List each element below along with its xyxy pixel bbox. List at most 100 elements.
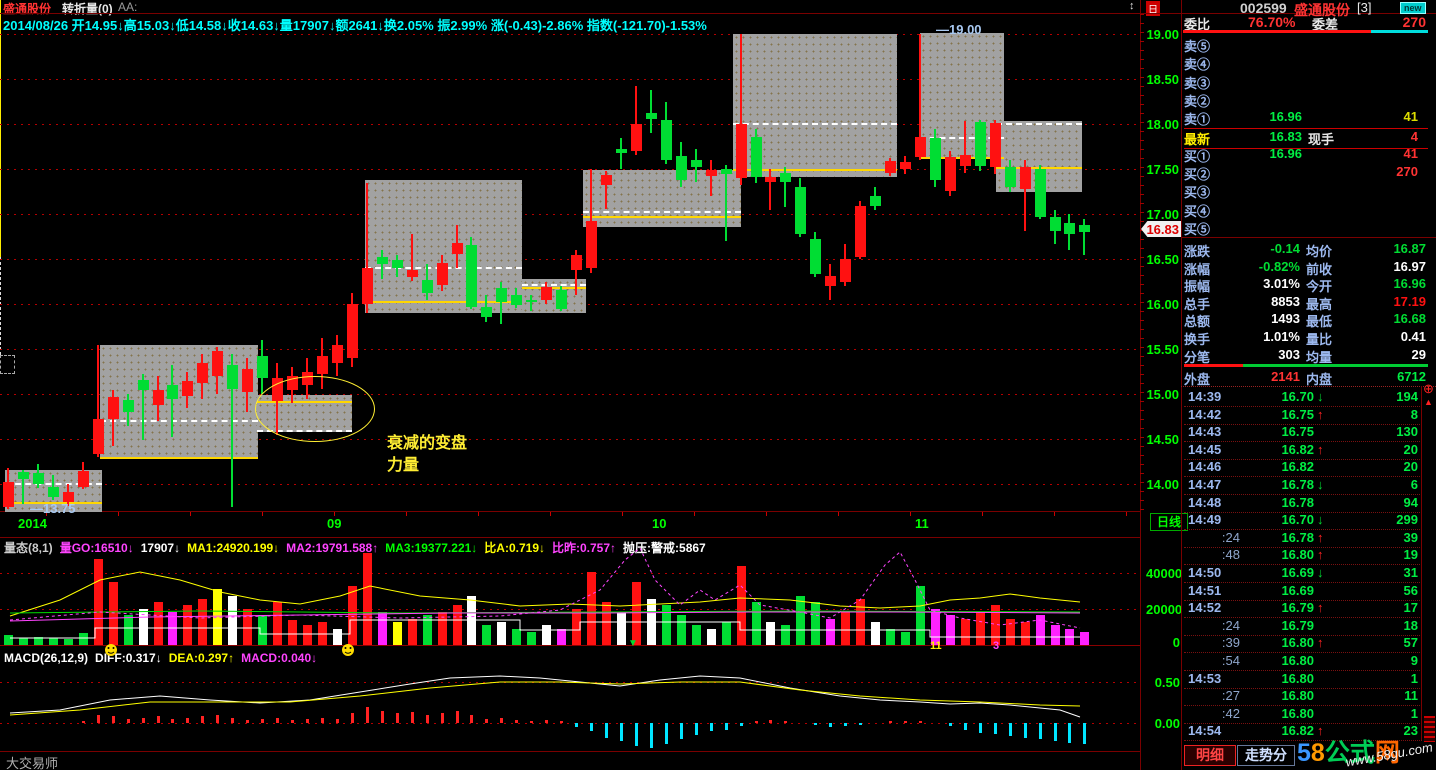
volume-bar xyxy=(512,628,522,645)
volume-bar xyxy=(661,605,671,645)
tick-row[interactable]: 14:43 16.75 130 xyxy=(1184,424,1422,443)
tick-price: 16.78 xyxy=(1281,529,1314,545)
x-axis-tick xyxy=(334,512,335,516)
macd-histogram-bar xyxy=(829,723,833,728)
macd-histogram-bar xyxy=(769,719,773,723)
macd-histogram-bar xyxy=(889,721,893,723)
volume-bar xyxy=(841,612,851,645)
macd-histogram-bar xyxy=(560,721,564,723)
candle-wick xyxy=(96,345,99,457)
tick-row[interactable]: 14:54 16.82 ↑ 23 xyxy=(1184,723,1422,742)
tick-row[interactable]: 14:49 16.70 ↓ 299 xyxy=(1184,512,1422,531)
x-axis: 2014 09 10 11 xyxy=(0,512,1140,537)
tick-price: 16.80 xyxy=(1281,670,1314,686)
macd-histogram-bar xyxy=(605,723,608,738)
macd-scale-label: 0.50 xyxy=(1154,675,1180,690)
tick-row[interactable]: :48 16.80 ↑ 19 xyxy=(1184,547,1422,566)
macd-histogram-bar xyxy=(141,718,145,723)
tick-row[interactable]: 14:50 16.69 ↓ 31 xyxy=(1184,565,1422,583)
tick-volume: 20 xyxy=(1403,459,1418,475)
macd-histogram-bar xyxy=(440,713,444,723)
tab-trend[interactable]: 走势分 xyxy=(1237,745,1295,766)
tick-row[interactable]: 14:47 16.78 ↓ 6 xyxy=(1184,477,1422,495)
tab-detail[interactable]: 明细 xyxy=(1184,745,1236,766)
tick-time: :24 xyxy=(1221,617,1240,633)
tick-row[interactable]: :24 16.79 18 xyxy=(1184,618,1422,636)
daily-period-badge[interactable]: 日 xyxy=(1146,1,1160,16)
panel-stock-name: 盛通股份 xyxy=(1294,2,1350,18)
candle-wick xyxy=(231,353,234,507)
tick-time: 14:47 xyxy=(1188,477,1222,492)
box-median-dashed-line xyxy=(733,123,897,125)
volume-bar xyxy=(960,618,970,645)
book-level-label: 买② xyxy=(1184,167,1211,183)
stat-value: 16.97 xyxy=(1393,258,1426,274)
tick-row[interactable]: 14:45 16.82 ↑ 20 xyxy=(1184,442,1422,460)
candle xyxy=(765,177,777,183)
box-support-yellow-line xyxy=(365,301,522,303)
tick-row[interactable]: :54 16.80 9 xyxy=(1184,653,1422,671)
macd-histogram-bar xyxy=(350,713,354,723)
tick-row[interactable]: :42 16.80 1 xyxy=(1184,706,1422,724)
candle-wick xyxy=(380,250,383,279)
volume-scale-label: 20000 xyxy=(1146,602,1183,617)
macd-gridline xyxy=(0,723,1140,724)
stat-value: 17.19 xyxy=(1393,293,1426,309)
tick-row[interactable]: 14:48 16.78 94 xyxy=(1184,495,1422,513)
tick-row[interactable]: 14:51 16.69 56 xyxy=(1184,583,1422,601)
site-logo[interactable]: 58公式网 xyxy=(1297,733,1400,769)
macd-histogram-bar xyxy=(425,714,429,723)
volume-bar xyxy=(422,615,432,645)
box-median-dashed-line xyxy=(522,284,586,286)
macd-histogram-bar xyxy=(81,720,85,723)
header-indicator-name[interactable]: 转折量(0) xyxy=(62,2,113,16)
stat-value: 16.87 xyxy=(1393,241,1426,256)
candle-wick xyxy=(784,167,787,207)
new-badge[interactable]: new xyxy=(1400,2,1426,14)
period-label[interactable]: 日线 xyxy=(1150,513,1188,531)
candle xyxy=(870,196,882,206)
stat-label: 量比 xyxy=(1306,332,1333,347)
book-level-label: 买③ xyxy=(1184,185,1211,201)
tick-row[interactable]: 14:52 16.79 ↑ 17 xyxy=(1184,600,1422,619)
candle xyxy=(571,255,583,270)
tick-row[interactable]: :39 16.80 ↑ 57 xyxy=(1184,635,1422,654)
tick-row[interactable]: 14:39 16.70 ↓ 194 xyxy=(1184,389,1422,407)
tick-row[interactable]: :27 16.80 11 xyxy=(1184,688,1422,707)
scroll-up-icon[interactable]: ▲ xyxy=(1424,397,1433,407)
macd-histogram-bar xyxy=(844,723,848,727)
tick-row[interactable]: 14:46 16.82 20 xyxy=(1184,459,1422,478)
header-stock-name[interactable]: 盛通股份 xyxy=(3,2,52,16)
tick-row[interactable]: 14:42 16.75 ↑ 8 xyxy=(1184,407,1422,425)
weicha-value: 270 xyxy=(1402,14,1426,30)
volume-bar xyxy=(975,612,985,645)
tick-time: 14:50 xyxy=(1188,565,1222,580)
candle xyxy=(182,380,194,396)
crosshair-tool-icon[interactable]: ⊕ xyxy=(1423,381,1434,396)
updown-arrows-icon[interactable]: ↕ xyxy=(1129,0,1135,12)
tick-volume: 299 xyxy=(1396,512,1418,528)
tick-time: :48 xyxy=(1221,547,1240,563)
tick-price: 16.75 xyxy=(1281,424,1314,440)
tick-row[interactable]: :24 16.78 ↑ 39 xyxy=(1184,530,1422,548)
macd-histogram-bar xyxy=(649,723,653,748)
candle xyxy=(451,242,463,255)
x-axis-tick xyxy=(550,512,551,516)
x-axis-label: 2014 xyxy=(18,516,47,531)
macd-histogram-bar xyxy=(485,718,489,723)
macd-pane[interactable] xyxy=(0,646,1140,751)
box-median-dashed-line xyxy=(100,420,258,422)
macd-histogram-bar xyxy=(500,718,504,723)
tick-row[interactable]: 14:53 16.80 1 xyxy=(1184,671,1422,689)
candle xyxy=(929,138,941,180)
candle xyxy=(1049,216,1061,232)
volume-bar xyxy=(153,602,163,645)
stat-label: 振幅 xyxy=(1184,279,1211,295)
x-axis-tick xyxy=(1126,512,1127,516)
candle xyxy=(316,356,328,375)
scrollbar-thumb[interactable] xyxy=(1424,716,1435,742)
tick-volume: 23 xyxy=(1403,723,1418,739)
box-median-dashed-line xyxy=(996,123,1082,125)
inner-value: 6712 xyxy=(1397,369,1426,384)
tick-price: 16.80 xyxy=(1281,547,1314,563)
